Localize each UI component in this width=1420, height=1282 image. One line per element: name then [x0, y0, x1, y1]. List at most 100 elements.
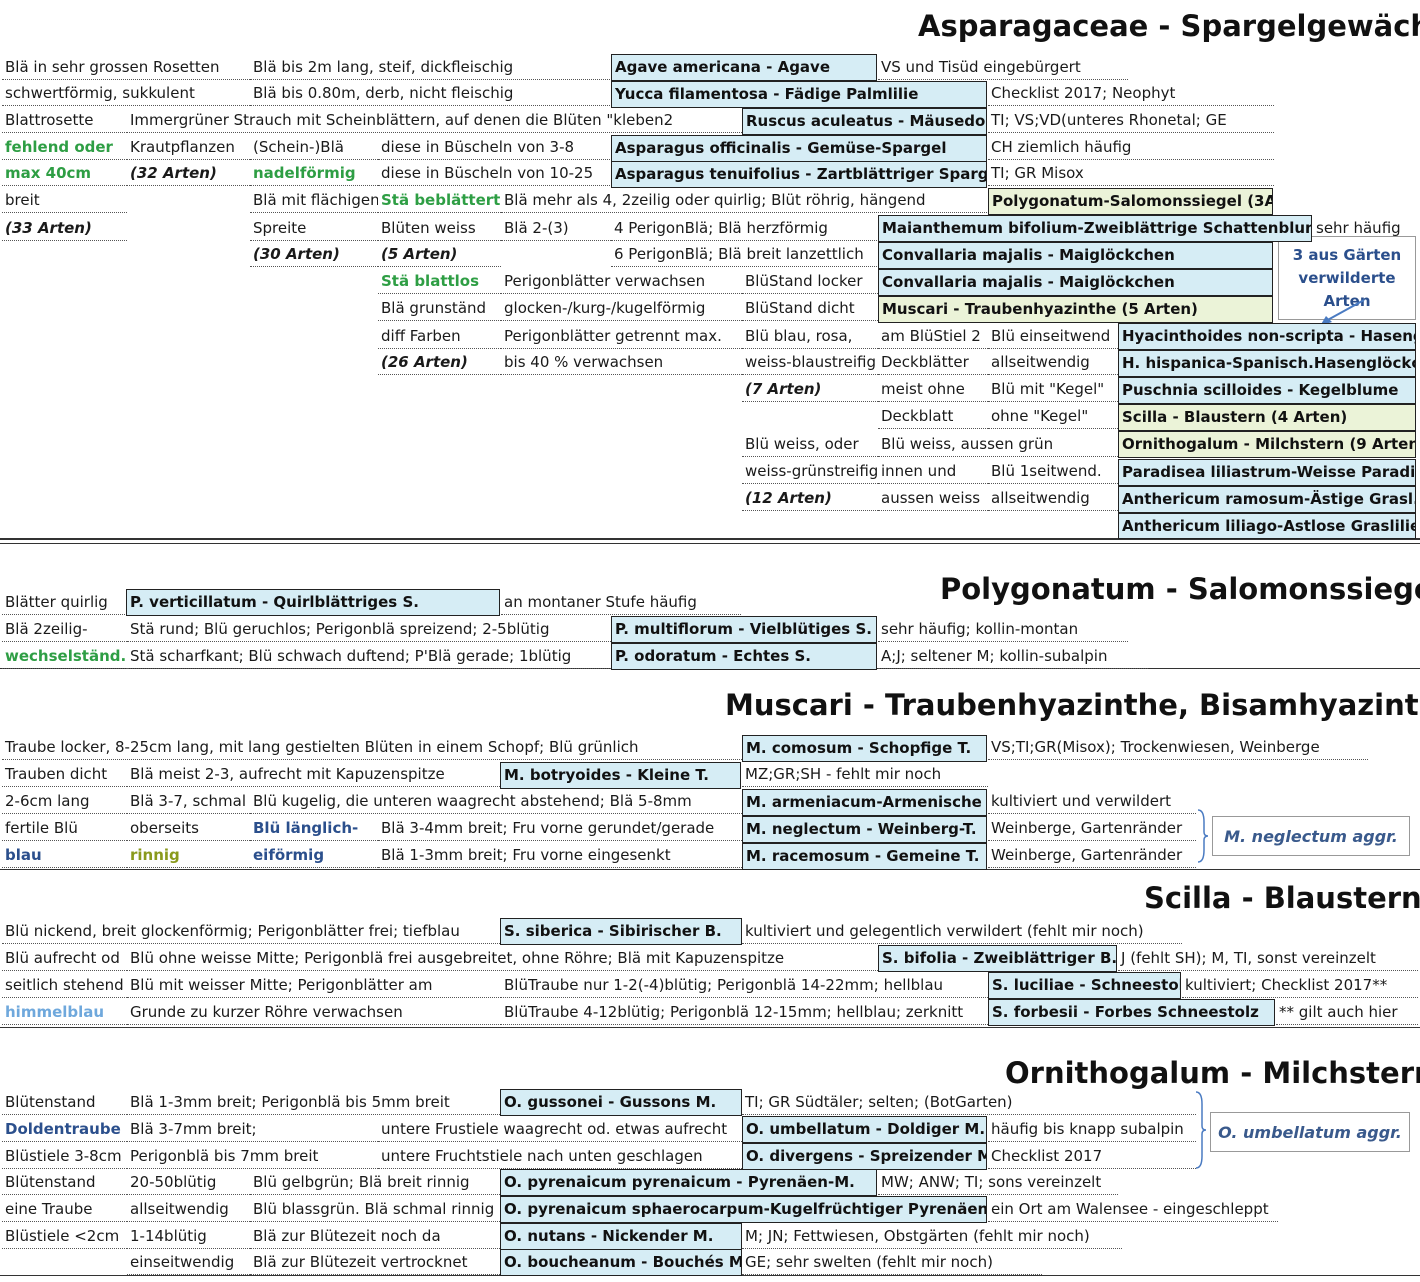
- species-p-multiflorum: P. multiflorum - Vielblütiges S.: [611, 616, 877, 643]
- cell: Blütenstand: [2, 1170, 127, 1195]
- cell: Blätter quirlig: [2, 590, 127, 615]
- species-m-armeniacum: M. armeniacum-Armenische T: [742, 789, 987, 816]
- cell: Perigonblätter verwachsen: [501, 269, 742, 294]
- cell: MW; ANW; TI; sons vereinzelt: [878, 1170, 1118, 1195]
- cell: bis 40 % verwachsen: [501, 350, 742, 375]
- cell: Doldentraube: [2, 1117, 127, 1142]
- cell: allseitwendig: [127, 1197, 250, 1222]
- cell: Perigonblä bis 7mm breit: [127, 1144, 378, 1169]
- cell: an montaner Stufe häufig: [501, 590, 741, 615]
- title-scilla: Scilla - Blaustern: [1144, 881, 1420, 915]
- cell: GE; sehr swelten (fehlt mir noch): [742, 1250, 1042, 1275]
- cell: (Schein-)Blä: [250, 135, 378, 160]
- cell: oberseits: [127, 816, 250, 841]
- cell: Blü weiss, aussen grün: [878, 432, 1118, 457]
- cell: BlüStand locker: [742, 269, 878, 294]
- cell: 4 PerigonBlä; Blä herzförmig: [611, 216, 877, 241]
- cell: Blü aufrecht od: [2, 946, 127, 971]
- cell: eiförmig: [250, 843, 378, 868]
- cell: weiss-blaustreifig: [742, 350, 878, 375]
- cell: Trauben dicht: [2, 762, 127, 787]
- title-polygonatum: Polygonatum - Salomonssiegel: [940, 572, 1420, 606]
- cell: BlüTraube nur 1-2(-4)blütig; Perigonblä …: [501, 973, 988, 998]
- cell: kultiviert und verwildert: [988, 789, 1196, 814]
- species-convallaria-2: Convallaria majalis - Maiglöckchen: [878, 269, 1273, 296]
- cell: Blattrosette: [2, 108, 127, 133]
- bracket-icon: [1195, 1091, 1207, 1169]
- cell: Stä rund; Blü geruchlos; Perigonblä spre…: [127, 617, 611, 642]
- separator: [0, 1027, 1420, 1028]
- cell: (33 Arten): [2, 216, 127, 241]
- cell: M; JN; Fettwiesen, Obstgärten (fehlt mir…: [742, 1224, 1122, 1249]
- cell: wechselständ.: [2, 644, 127, 669]
- species-o-umbellatum: O. umbellatum - Doldiger M.: [742, 1116, 987, 1143]
- cell: (30 Arten): [250, 242, 378, 267]
- cell: Blüstiele 3-8cm: [2, 1144, 127, 1169]
- species-yucca: Yucca filamentosa - Fädige Palmlilie: [611, 81, 987, 108]
- cell: Blü kugelig, die unteren waagrecht abste…: [250, 789, 742, 814]
- species-ruscus: Ruscus aculeatus - Mäusedorn: [742, 108, 987, 135]
- cell: max 40cm: [2, 161, 127, 186]
- cell: Blä meist 2-3, aufrecht mit Kapuzenspitz…: [127, 762, 500, 787]
- cell: Blütenstand: [2, 1090, 127, 1115]
- cell: seitlich stehend: [2, 973, 127, 998]
- cell: Blü länglich-: [250, 816, 378, 841]
- species-h-hispanica: H. hispanica-Spanisch.Hasenglöckch.: [1118, 350, 1416, 377]
- cell: 20-50blütig: [127, 1170, 250, 1195]
- cell: Blü ohne weisse Mitte; Perigonblä frei a…: [127, 946, 878, 971]
- cell: untere Frustiele waagrecht od. etwas auf…: [378, 1117, 742, 1142]
- species-s-forbesii: S. forbesii - Forbes Schneestolz: [988, 999, 1275, 1026]
- genus-muscari: Muscari - Traubenhyazinthe (5 Arten): [878, 296, 1273, 323]
- species-p-verticillatum: P. verticillatum - Quirlblättriges S.: [126, 589, 500, 616]
- cell: 6 PerigonBlä; Blä breit lanzettlich: [611, 242, 877, 267]
- cell: Blä in sehr grossen Rosetten: [2, 55, 250, 80]
- cell: breit: [2, 188, 127, 213]
- cell: Blü blassgrün. Blä schmal rinnig: [250, 1197, 500, 1222]
- species-m-neglectum: M. neglectum - Weinberg-T.: [742, 816, 987, 843]
- cell: untere Fruchtstiele nach unten geschlage…: [378, 1144, 742, 1169]
- species-o-divergens: O. divergens - Spreizender M.: [742, 1143, 987, 1170]
- title-muscari: Muscari - Traubenhyazinthe, Bisamhyazint…: [725, 688, 1420, 722]
- cell: diese in Büscheln von 10-25: [378, 161, 610, 186]
- cell: eine Traube: [2, 1197, 127, 1222]
- cell: BlüTraube 4-12blütig; Perigonblä 12-15mm…: [501, 1000, 988, 1025]
- cell: Checklist 2017; Neophyt: [988, 81, 1274, 106]
- cell: einseitwendig: [127, 1250, 250, 1275]
- cell: ** gilt auch hier: [1276, 1000, 1418, 1025]
- separator: [0, 869, 1420, 870]
- species-s-siberica: S. siberica - Sibirischer B.: [500, 918, 742, 945]
- species-maianthemum: Maianthemum bifolium-Zweiblättrige Schat…: [878, 215, 1312, 242]
- species-o-boucheanum: O. boucheanum - Bouchés M.: [500, 1249, 742, 1276]
- cell: (26 Arten): [378, 350, 501, 375]
- cell: häufig bis knapp subalpin: [988, 1117, 1196, 1142]
- cell: Blü einseitwend: [988, 324, 1118, 349]
- species-m-racemosum: M. racemosum - Gemeine T.: [742, 843, 987, 870]
- cell: ein Ort am Walensee - eingeschleppt: [988, 1197, 1278, 1222]
- species-o-gussonei: O. gussonei - Gussons M.: [500, 1089, 742, 1116]
- cell: A;J; seltener M; kollin-subalpin: [878, 644, 1148, 669]
- species-m-botryoides: M. botryoides - Kleine T.: [500, 762, 741, 789]
- cell: glocken-/kurg-/kugelförmig: [501, 296, 742, 321]
- cell: Blä grunständ: [378, 296, 501, 321]
- cell: J (fehlt SH); M, TI, sonst vereinzelt: [1118, 946, 1418, 971]
- cell: (5 Arten): [378, 242, 501, 267]
- cell: himmelblau: [2, 1000, 127, 1025]
- cell: Grunde zu kurzer Röhre verwachsen: [127, 1000, 501, 1025]
- title-asparagaceae: Asparagaceae - Spargelgewächse: [918, 9, 1420, 43]
- cell: Blä bis 2m lang, steif, dickfleischig: [250, 55, 610, 80]
- cell: BlüStand dicht: [742, 296, 878, 321]
- cell: Krautpflanzen: [127, 135, 250, 160]
- cell: Blä bis 0.80m, derb, nicht fleischig: [250, 81, 610, 106]
- cell: Blü mit "Kegel": [988, 377, 1118, 402]
- cell: Blü 1seitwend.: [988, 459, 1118, 484]
- cell: VS;TI;GR(Misox); Trockenwiesen, Weinberg…: [988, 735, 1368, 760]
- cell: (12 Arten): [742, 486, 878, 511]
- cell: diese in Büscheln von 3-8: [378, 135, 610, 160]
- callout-umbellatum-aggr: O. umbellatum aggr.: [1210, 1112, 1410, 1152]
- species-anthericum-ramosum: Anthericum ramosum-Ästige Grasl.: [1118, 486, 1416, 513]
- species-m-comosum: M. comosum - Schopfige T.: [742, 735, 987, 762]
- cell: Blä 1-3mm breit; Fru vorne eingesenkt: [378, 843, 742, 868]
- genus-ornithogalum: Ornithogalum - Milchstern (9 Arten): [1118, 431, 1416, 458]
- cell: Perigonblätter getrennt max.: [501, 324, 742, 349]
- species-s-luciliae: S. luciliae - Schneestolz: [988, 972, 1181, 999]
